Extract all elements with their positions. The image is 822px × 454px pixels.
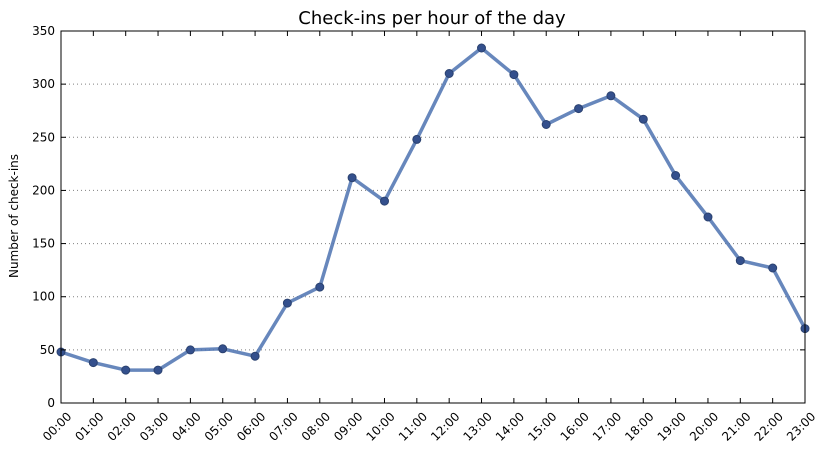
x-tick-label: 17:00 (590, 409, 624, 443)
data-point (735, 256, 745, 266)
data-point (509, 70, 519, 80)
data-point (703, 212, 713, 222)
chart-title: Check-ins per hour of the day (298, 8, 566, 29)
x-tick-label: 01:00 (72, 409, 106, 443)
x-tick-label: 08:00 (299, 409, 333, 443)
data-point (671, 171, 681, 180)
y-tick-label: 250 (32, 130, 55, 144)
y-tick-label: 150 (32, 237, 55, 251)
x-tick-label: 11:00 (396, 409, 430, 443)
x-tick-label: 10:00 (363, 409, 397, 443)
data-point (768, 263, 778, 273)
x-tick-label: 16:00 (558, 409, 592, 443)
y-axis: 0 50 100 150 200 250 300 350 (32, 24, 805, 410)
y-tick-label: 50 (40, 343, 55, 357)
x-tick-label: 22:00 (752, 409, 786, 443)
x-tick-label: 05:00 (202, 409, 236, 443)
x-tick-label: 09:00 (331, 409, 365, 443)
plot-frame (60, 30, 806, 404)
data-point (218, 344, 228, 354)
data-point (380, 196, 389, 206)
data-point (153, 365, 163, 375)
data-point (412, 134, 422, 144)
x-tick-label: 06:00 (234, 409, 268, 443)
x-tick-label: 15:00 (525, 409, 559, 443)
x-tick-label: 18:00 (622, 409, 656, 443)
x-tick-label: 13:00 (461, 409, 495, 443)
grid (61, 83, 805, 351)
data-point (638, 114, 648, 124)
data-point (477, 43, 486, 53)
x-tick-label: 21:00 (719, 409, 753, 443)
x-tick-label: 14:00 (493, 409, 527, 443)
data-point (541, 120, 551, 129)
x-tick-label: 00:00 (40, 409, 74, 443)
data-point (250, 351, 260, 361)
data-point (347, 173, 357, 183)
x-tick-label: 07:00 (266, 409, 300, 443)
data-point (121, 365, 131, 375)
y-tick-label: 0 (47, 396, 55, 410)
data-point (315, 282, 325, 292)
series-line (59, 46, 807, 372)
y-tick-label: 350 (32, 24, 55, 38)
y-tick-label: 200 (32, 183, 55, 197)
data-point (444, 69, 454, 78)
x-tick-label: 20:00 (687, 409, 721, 443)
x-tick-label: 02:00 (105, 409, 139, 443)
data-point (282, 298, 292, 308)
y-tick-label: 100 (32, 290, 55, 304)
data-point (574, 104, 584, 114)
x-tick-label: 04:00 (169, 409, 203, 443)
x-tick-label: 12:00 (428, 409, 462, 443)
x-tick-label: 23:00 (784, 409, 818, 443)
y-axis-label: Number of check-ins (7, 154, 21, 278)
x-tick-label: 19:00 (655, 409, 689, 443)
series-layer (56, 43, 810, 375)
x-tick-label: 03:00 (137, 409, 171, 443)
y-tick-label: 300 (32, 77, 55, 91)
data-point (606, 91, 616, 101)
x-axis: 00:0001:0002:0003:0004:0005:0006:0007:00… (40, 31, 818, 444)
data-point (88, 358, 98, 368)
data-point (185, 345, 195, 355)
